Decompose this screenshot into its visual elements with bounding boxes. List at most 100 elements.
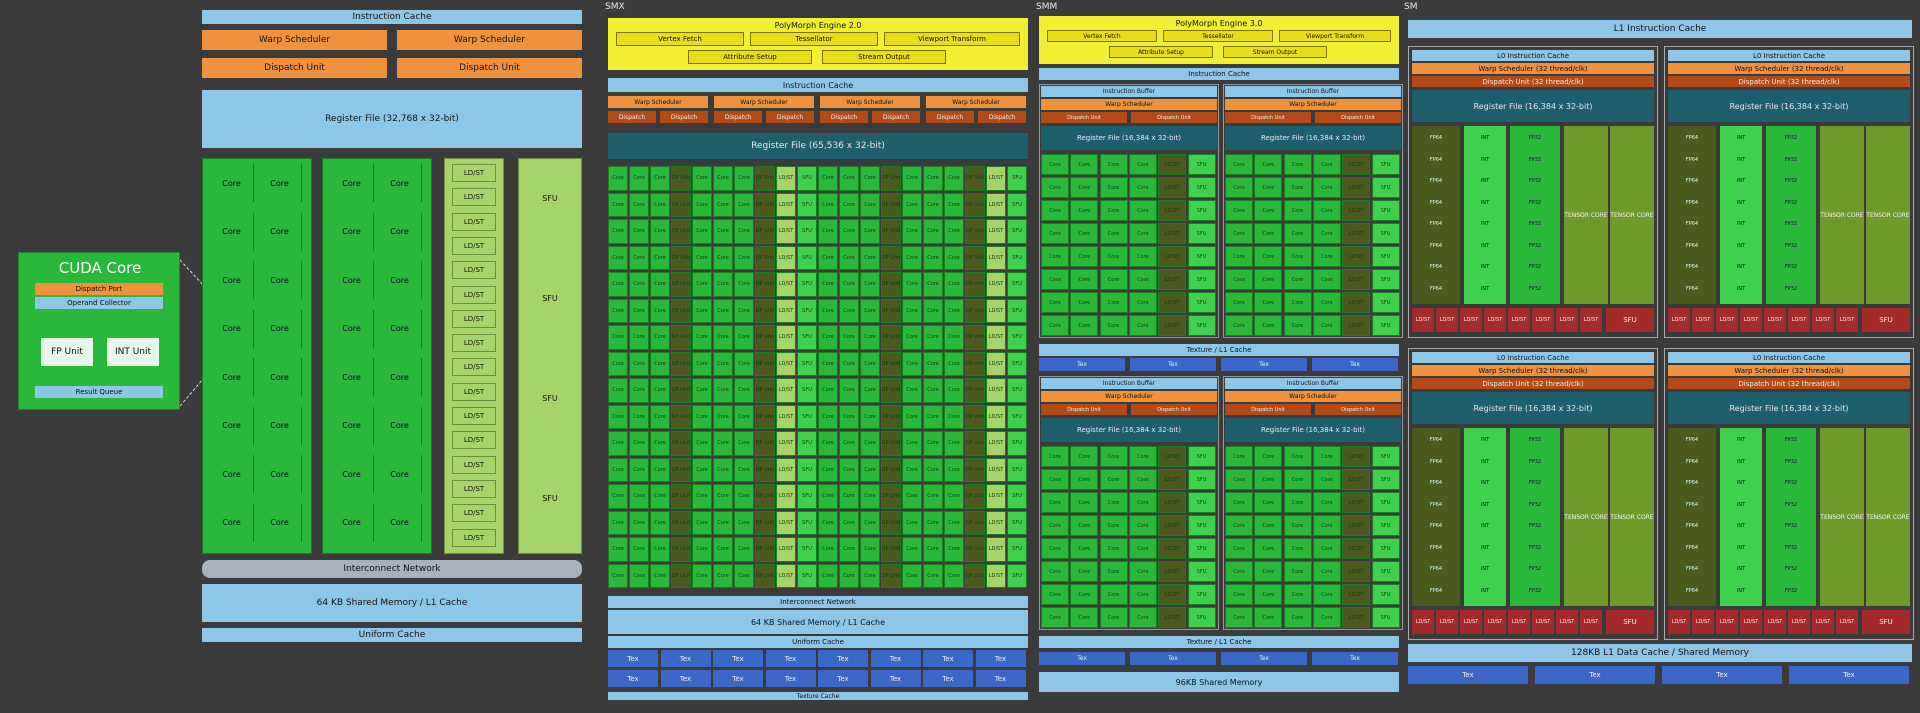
smx-cell-C: Core — [902, 378, 922, 403]
smx-cell-L: LD/ST — [986, 537, 1006, 562]
sm-ldst: LD/ST — [1556, 308, 1578, 332]
smx-cell-S: SFU — [797, 166, 817, 191]
sm-fp64: FP64 — [1685, 264, 1699, 270]
smm-cell-S: SFU — [1187, 177, 1216, 198]
sm-fp32: FP32 — [1784, 458, 1798, 465]
fermi-core: Core — [210, 406, 254, 445]
smm-tex-unit: Tex — [1130, 652, 1216, 665]
smm-texture-l1-top: Texture / L1 Cache — [1039, 344, 1399, 356]
smm-cell-C: Core — [1283, 154, 1312, 175]
smx-cell-D: DP Unit — [881, 378, 901, 403]
smx-cell-C: Core — [923, 537, 943, 562]
smx-cell-D: DP Unit — [671, 457, 691, 482]
sm-l0-instruction-cache: L0 Instruction Cache — [1668, 50, 1910, 61]
smm-cell-C: Core — [1041, 515, 1069, 536]
smx-cell-C: Core — [923, 272, 943, 297]
smx-cell-C: Core — [902, 457, 922, 482]
sm-fp32: FP32 — [1528, 135, 1542, 141]
smx-cell-C: Core — [923, 457, 943, 482]
smx-cell-C: Core — [839, 192, 859, 217]
smx-polymorph-title: PolyMorph Engine 2.0 — [774, 20, 862, 30]
sm-tensor-core: TENSOR CORE — [1820, 428, 1864, 606]
sm-fp64: FP64 — [1685, 135, 1699, 141]
smx-cell-C: Core — [629, 298, 649, 323]
smx-cell-C: Core — [944, 563, 964, 588]
smm-cell-C: Core — [1099, 200, 1128, 221]
smx-cell-D: DP Unit — [671, 219, 691, 244]
smx-cell-D: DP Unit — [671, 484, 691, 509]
smm-instruction-buffer: Instruction Buffer — [1225, 378, 1401, 389]
smx-cell-L: LD/ST — [776, 272, 796, 297]
smx-cell-C: Core — [860, 484, 880, 509]
sm-fp64: FP64 — [1685, 156, 1699, 163]
smx-cell-S: SFU — [1007, 245, 1027, 270]
sm-int: INT — [1480, 221, 1490, 227]
smx-cell-C: Core — [923, 431, 943, 456]
smm-cell-L: LD/ST — [1342, 200, 1371, 221]
smx-cell-C: Core — [608, 537, 628, 562]
sm-fp64: FP64 — [1429, 135, 1443, 141]
smm-cell-S: SFU — [1371, 177, 1400, 198]
smx-cell-C: Core — [860, 272, 880, 297]
sm-tensor-core: TENSOR CORE — [1866, 126, 1910, 304]
smm-register-file: Register File (16,384 x 32-bit) — [1225, 126, 1401, 150]
smx-cell-C: Core — [650, 563, 670, 588]
smm-cell-L: LD/ST — [1158, 177, 1187, 198]
smx-cell-C: Core — [818, 563, 838, 588]
sm-tensor-core: TENSOR CORE — [1564, 126, 1608, 304]
smx-cell-C: Core — [713, 325, 733, 350]
callout-lines — [180, 259, 205, 407]
smx-cell-C: Core — [650, 298, 670, 323]
fermi-core: Core — [378, 503, 422, 542]
smm-cell-C: Core — [1128, 177, 1157, 198]
smx-cell-C: Core — [944, 166, 964, 191]
smm-cell-C: Core — [1254, 315, 1283, 336]
sm-fp32: FP32 — [1528, 544, 1542, 551]
fermi-shared-memory: 64 KB Shared Memory / L1 Cache — [202, 584, 582, 622]
smx-cell-C: Core — [923, 325, 943, 350]
smx-cell-C: Core — [818, 298, 838, 323]
smx-cell-L: LD/ST — [776, 431, 796, 456]
smx-cell-C: Core — [839, 404, 859, 429]
sm-fp64: FP64 — [1429, 458, 1443, 465]
sm-sfu: SFU — [1862, 308, 1910, 332]
sm-tex-unit: Tex — [1662, 666, 1782, 684]
fermi-sm: Instruction Cache Warp Scheduler Warp Sc… — [202, 10, 582, 645]
sm-int-column — [1720, 126, 1762, 304]
smx-cell-C: Core — [608, 404, 628, 429]
sm-fp32: FP32 — [1784, 199, 1798, 206]
smm-cell-C: Core — [1225, 246, 1253, 267]
smx-cell-D: DP Unit — [965, 537, 985, 562]
smx-cell-C: Core — [944, 219, 964, 244]
smx-cell-C: Core — [608, 510, 628, 535]
smm-cell-C: Core — [1041, 561, 1069, 582]
smm-cell-C: Core — [1283, 469, 1312, 490]
smx-tex-unit: Tex — [818, 670, 868, 687]
smx-cell-C: Core — [734, 219, 754, 244]
sm-ldst: LD/ST — [1532, 308, 1554, 332]
smx-cell-C: Core — [818, 537, 838, 562]
smx-cell-C: Core — [650, 484, 670, 509]
smx-cell-L: LD/ST — [986, 272, 1006, 297]
sm-register-file: Register File (16,384 x 32-bit) — [1412, 392, 1654, 424]
smx-cell-C: Core — [650, 457, 670, 482]
fermi-core: Core — [330, 212, 374, 251]
smm-cell-S: SFU — [1187, 269, 1216, 290]
smm-dispatch-unit: Dispatch Unit — [1131, 404, 1217, 415]
smm-cell-C: Core — [1041, 469, 1069, 490]
smx-cell-L: LD/ST — [776, 484, 796, 509]
sm-fp32: FP32 — [1784, 285, 1798, 292]
sm-fp32: FP32 — [1784, 501, 1798, 508]
smx-cell-D: DP Unit — [671, 272, 691, 297]
smx-cell-C: Core — [734, 484, 754, 509]
sm-int: INT — [1736, 566, 1746, 572]
fermi-core: Core — [210, 164, 254, 202]
sm-ldst: LD/ST — [1764, 308, 1786, 332]
smx-cell-C: Core — [902, 404, 922, 429]
smm-cell-C: Core — [1099, 154, 1128, 175]
smm-cell-C: Core — [1041, 223, 1069, 244]
smm-cell-C: Core — [1041, 292, 1069, 313]
smx-cell-L: LD/ST — [986, 351, 1006, 376]
smx-cell-S: SFU — [797, 192, 817, 217]
smx-cell-D: DP Unit — [881, 245, 901, 270]
